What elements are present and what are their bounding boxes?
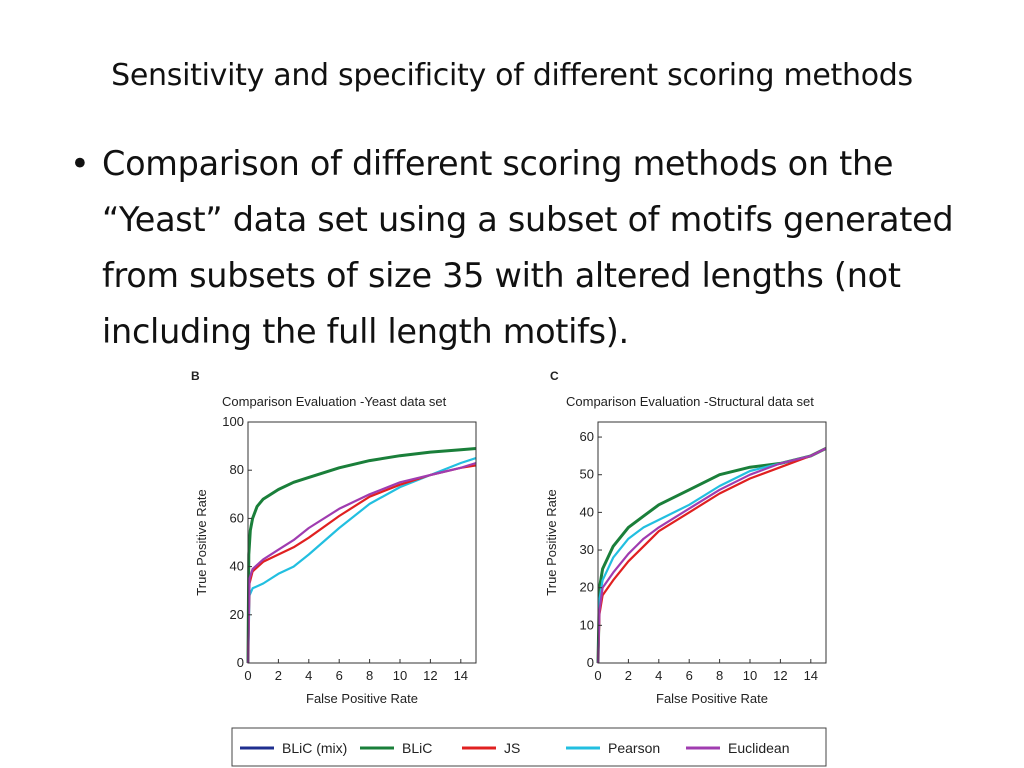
panel-c-chart: C Comparison Evaluation -Structural data … xyxy=(544,369,827,706)
chart-title: Comparison Evaluation -Structural data s… xyxy=(566,394,814,409)
chart-title: Comparison Evaluation -Yeast data set xyxy=(222,394,447,409)
panel-letter: B xyxy=(191,369,200,383)
legend-label: Pearson xyxy=(608,740,660,756)
x-tick-label: 10 xyxy=(743,668,757,683)
y-tick-label: 60 xyxy=(580,429,594,444)
y-tick-label: 20 xyxy=(580,580,594,595)
legend-box xyxy=(231,727,827,767)
y-tick-label: 20 xyxy=(230,607,244,622)
y-tick-label: 50 xyxy=(580,467,594,482)
x-tick-label: 0 xyxy=(244,668,251,683)
x-tick-label: 8 xyxy=(366,668,373,683)
x-tick-label: 4 xyxy=(305,668,312,683)
x-tick-label: 4 xyxy=(655,668,662,683)
legend: BLiC (mix) BLiC JS Pearson Euclidean xyxy=(231,727,827,767)
y-tick-label: 30 xyxy=(580,542,594,557)
x-tick-label: 6 xyxy=(336,668,343,683)
x-tick-label: 14 xyxy=(454,668,468,683)
y-tick-label: 0 xyxy=(587,655,594,670)
x-axis-label: False Positive Rate xyxy=(306,691,418,706)
legend-label: BLiC (mix) xyxy=(282,740,347,756)
axes-frame xyxy=(597,421,827,664)
y-tick-label: 100 xyxy=(222,414,244,429)
legend-label: BLiC xyxy=(402,740,432,756)
series-line-pearson xyxy=(596,447,827,664)
slide-title: Sensitivity and specificity of different… xyxy=(111,58,913,93)
x-tick-label: 2 xyxy=(625,668,632,683)
y-tick-label: 60 xyxy=(230,510,244,525)
series-line-js xyxy=(596,447,827,664)
y-axis-label: True Positive Rate xyxy=(544,489,559,595)
x-tick-label: 10 xyxy=(393,668,407,683)
y-tick-label: 10 xyxy=(580,617,594,632)
panel-b-chart: B Comparison Evaluation -Yeast data set 0 2… xyxy=(191,369,477,706)
y-tick-label: 0 xyxy=(237,655,244,670)
series-line-blic xyxy=(246,447,477,664)
x-tick-label: 12 xyxy=(773,668,787,683)
series-line-js xyxy=(246,464,477,664)
series-line-blic xyxy=(596,447,827,664)
panel-letter: C xyxy=(550,369,559,383)
bullet-dot-icon: • xyxy=(70,144,90,183)
x-axis-label: False Positive Rate xyxy=(656,691,768,706)
axes-frame xyxy=(247,421,477,664)
series-line-euclidean xyxy=(596,447,827,664)
bullet-text: Comparison of different scoring methods … xyxy=(102,144,954,351)
series-line-euclidean xyxy=(246,461,477,664)
x-tick-label: 14 xyxy=(804,668,818,683)
x-tick-label: 12 xyxy=(423,668,437,683)
legend-label: Euclidean xyxy=(728,740,790,756)
x-tick-label: 6 xyxy=(686,668,693,683)
y-tick-label: 80 xyxy=(230,462,244,477)
x-tick-label: 0 xyxy=(594,668,601,683)
legend-label: JS xyxy=(504,740,520,756)
bullet-list: • Comparison of different scoring method… xyxy=(70,136,980,360)
x-tick-label: 8 xyxy=(716,668,723,683)
y-tick-label: 40 xyxy=(230,559,244,574)
x-tick-label: 2 xyxy=(275,668,282,683)
y-axis-label: True Positive Rate xyxy=(194,489,209,595)
y-tick-label: 40 xyxy=(580,504,594,519)
